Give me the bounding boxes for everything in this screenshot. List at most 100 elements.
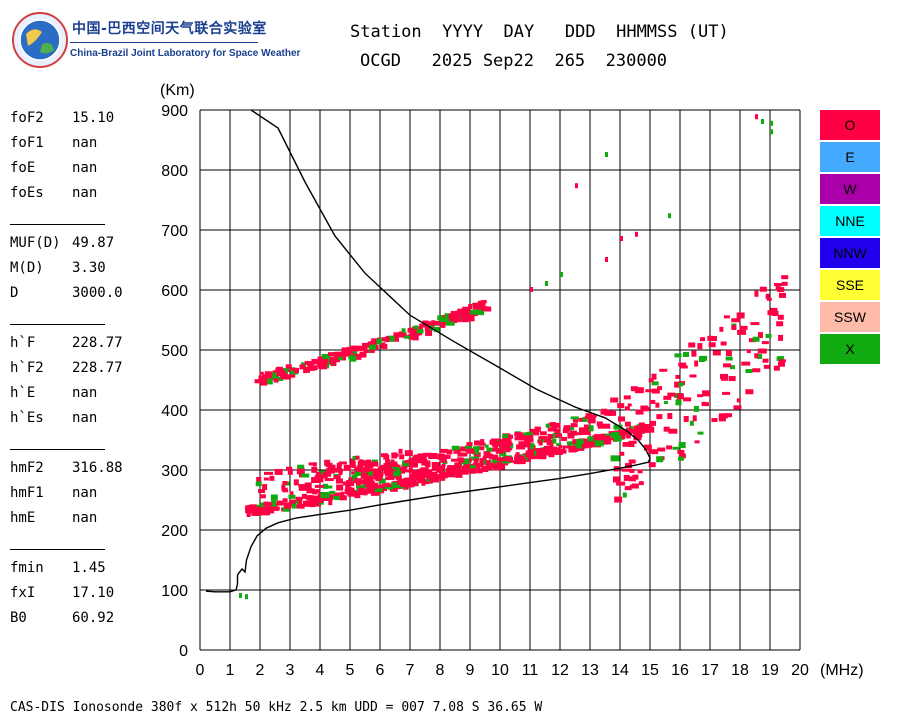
legend-item-nne: NNE bbox=[820, 206, 880, 236]
echo-point-o bbox=[404, 460, 409, 464]
echo-point-o bbox=[325, 468, 335, 474]
echo-point-o bbox=[737, 329, 747, 335]
echo-point-o bbox=[297, 501, 302, 507]
echo-point-o bbox=[383, 463, 392, 468]
echo-point-o bbox=[754, 353, 759, 359]
echo-point-x bbox=[352, 474, 358, 481]
echo-point-o bbox=[256, 506, 262, 513]
echo-point-o bbox=[431, 465, 438, 471]
echo-point-o bbox=[579, 427, 587, 434]
echo-point-o bbox=[746, 349, 751, 354]
echo-point-x bbox=[384, 485, 390, 490]
echo-point-o bbox=[587, 417, 596, 424]
echo-point-o bbox=[656, 414, 663, 420]
echo-point-x bbox=[651, 381, 659, 386]
echo-point-o bbox=[605, 435, 611, 441]
echo-point-o bbox=[327, 352, 337, 357]
echo-point-x bbox=[371, 459, 378, 464]
echo-point-x bbox=[291, 502, 296, 509]
org-name-cn: 中国-巴西空间天气联合实验室 bbox=[72, 21, 267, 37]
echo-point-o bbox=[312, 490, 318, 495]
echo-point-o bbox=[745, 389, 754, 395]
echo-point-x bbox=[391, 482, 400, 489]
echo-point-o bbox=[258, 375, 264, 380]
x-tick-label: 0 bbox=[196, 662, 205, 679]
echo-point-o bbox=[458, 457, 465, 463]
echo-point-o bbox=[382, 337, 390, 342]
echo-point-o bbox=[773, 283, 783, 287]
echo-point-o bbox=[508, 441, 513, 446]
echo-point-o bbox=[316, 497, 324, 503]
echo-point-o bbox=[542, 451, 549, 456]
echo-point-o bbox=[314, 475, 321, 481]
echo-point-o bbox=[530, 287, 533, 292]
echo-point-o bbox=[616, 481, 626, 486]
echo-point-x bbox=[699, 355, 708, 361]
y-tick-label: 0 bbox=[179, 643, 188, 660]
echo-point-o bbox=[643, 427, 652, 433]
echo-point-x bbox=[672, 446, 680, 450]
echo-point-o bbox=[720, 341, 727, 346]
y-tick-label: 100 bbox=[161, 583, 188, 600]
echo-point-o bbox=[335, 492, 341, 496]
echo-point-o bbox=[538, 441, 543, 446]
legend-item-ssw: SSW bbox=[820, 302, 880, 332]
echo-point-o bbox=[361, 342, 369, 348]
echo-point-x bbox=[622, 492, 627, 498]
echo-point-o bbox=[398, 331, 403, 337]
echo-point-x bbox=[401, 328, 406, 334]
echo-point-x bbox=[283, 368, 288, 374]
echo-point-o bbox=[550, 450, 556, 455]
echo-point-x bbox=[437, 315, 444, 321]
echo-point-o bbox=[431, 476, 439, 483]
echo-point-o bbox=[472, 302, 482, 309]
echo-point-o bbox=[524, 455, 531, 462]
echo-point-o bbox=[295, 496, 303, 501]
echo-point-o bbox=[593, 435, 599, 441]
param-value: 3.30 bbox=[72, 260, 106, 276]
echo-point-o bbox=[480, 302, 486, 309]
legend-item-nnw: NNW bbox=[820, 238, 880, 268]
echo-point-o bbox=[355, 482, 361, 488]
echo-point-o bbox=[652, 449, 659, 455]
echo-point-o bbox=[533, 451, 542, 456]
echo-point-o bbox=[712, 350, 721, 356]
echo-point-x bbox=[752, 336, 760, 342]
echo-point-o bbox=[548, 452, 555, 458]
echo-point-o bbox=[724, 413, 733, 418]
echo-point-o bbox=[418, 468, 425, 474]
echo-point-o bbox=[544, 438, 552, 443]
echo-point-o bbox=[420, 467, 429, 472]
echo-point-o bbox=[281, 484, 286, 491]
echo-point-x bbox=[613, 435, 622, 442]
echo-point-o bbox=[666, 445, 673, 450]
echo-point-o bbox=[384, 471, 392, 477]
echo-point-o bbox=[517, 458, 526, 465]
echo-point-o bbox=[280, 374, 285, 379]
echo-point-x bbox=[329, 494, 338, 500]
echo-point-x bbox=[270, 494, 278, 501]
echo-point-o bbox=[514, 436, 523, 441]
echo-point-o bbox=[495, 449, 502, 454]
echo-point-o bbox=[474, 440, 483, 446]
echo-point-o bbox=[314, 359, 323, 364]
echo-point-x bbox=[492, 458, 497, 465]
echo-point-o bbox=[643, 444, 652, 451]
echo-point-o bbox=[624, 421, 631, 427]
y-tick-label: 500 bbox=[161, 343, 188, 360]
echo-point-x bbox=[362, 484, 368, 489]
echo-point-o bbox=[750, 322, 760, 326]
echo-point-x bbox=[613, 424, 623, 430]
echo-point-o bbox=[282, 480, 288, 485]
echo-point-o bbox=[457, 468, 462, 473]
echo-point-o bbox=[259, 494, 266, 499]
echo-point-o bbox=[558, 445, 563, 449]
echo-point-o bbox=[276, 500, 284, 506]
echo-point-x bbox=[730, 365, 736, 370]
echo-point-o bbox=[648, 462, 656, 468]
echo-point-o bbox=[472, 463, 480, 469]
echo-point-o bbox=[336, 484, 344, 491]
echo-point-x bbox=[348, 354, 354, 360]
x-tick-label: 5 bbox=[346, 662, 355, 679]
legend-item-o: O bbox=[820, 110, 880, 140]
